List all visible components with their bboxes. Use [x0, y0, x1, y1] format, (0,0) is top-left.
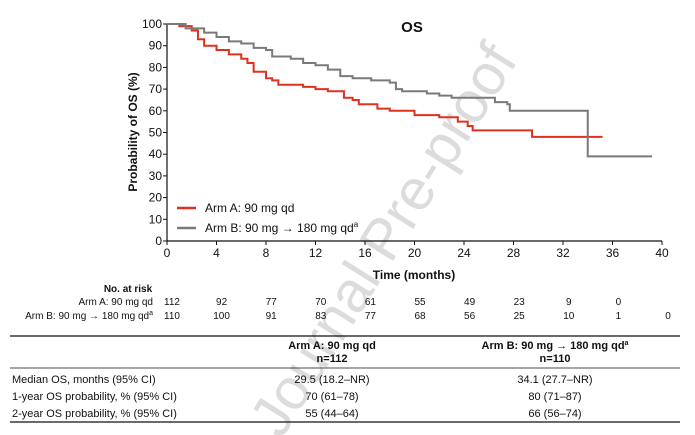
at-risk-value: 77 — [266, 297, 278, 308]
y-tick-label: 0 — [155, 234, 162, 248]
at-risk-value: 70 — [315, 297, 327, 308]
row-label: Median OS, months (95% CI) — [12, 374, 156, 386]
x-tick-label: 32 — [556, 246, 570, 260]
axes: 0 4 8 12 16 20 24 28 32 36 40 0 10 20 30 40 50 60 70 80 90 10… — [142, 17, 669, 260]
header-arm-a-n: n=112 — [317, 353, 348, 365]
at-risk-label-arm-a: Arm A: 90 mg qd — [79, 297, 153, 308]
at-risk-table: No. at risk Arm A: 90 mg qd Arm B: 90 mg… — [25, 284, 671, 322]
y-tick-label: 10 — [149, 212, 163, 226]
y-axis-label: Probability of OS (%) — [126, 72, 140, 191]
at-risk-value: 10 — [563, 311, 575, 322]
at-risk-value: 100 — [213, 311, 230, 322]
at-risk-value: 0 — [665, 311, 671, 322]
at-risk-value: 1 — [616, 311, 622, 322]
x-tick-label: 12 — [309, 246, 323, 260]
y-tick-label: 50 — [149, 126, 163, 140]
at-risk-values-arm-a: 112 92 77 70 61 55 49 23 9 0 — [164, 297, 622, 308]
at-risk-value: 68 — [414, 311, 426, 322]
at-risk-value: 25 — [514, 311, 526, 322]
legend-label-arm-b: Arm B: 90 mg → 180 mg qda — [205, 220, 359, 235]
at-risk-value: 55 — [414, 297, 426, 308]
x-tick-label: 28 — [507, 246, 521, 260]
header-arm-a: Arm A: 90 mg qd — [288, 340, 376, 352]
y-tick-label: 80 — [149, 60, 163, 74]
x-tick-label: 36 — [606, 246, 620, 260]
x-tick-label: 24 — [457, 246, 471, 260]
legend: Arm A: 90 mg qd Arm B: 90 mg → 180 mg qd… — [177, 201, 359, 235]
at-risk-value: 0 — [616, 297, 622, 308]
table-row: 1-year OS probability, % (95% CI) 70 (61… — [12, 391, 582, 403]
header-arm-b-n: n=110 — [540, 353, 571, 365]
y-tick-label: 40 — [149, 147, 163, 161]
cell-arm-a: 70 (61–78) — [305, 391, 358, 403]
y-tick-label: 100 — [142, 17, 162, 31]
table-row: Median OS, months (95% CI) 29.5 (18.2–NR… — [12, 374, 593, 386]
at-risk-value: 61 — [365, 297, 377, 308]
series-group — [167, 23, 653, 158]
at-risk-value: 56 — [464, 311, 476, 322]
at-risk-values-arm-b: 110 100 91 83 77 68 56 25 10 1 0 — [164, 311, 671, 322]
y-tick-label: 30 — [149, 169, 163, 183]
at-risk-value: 23 — [514, 297, 526, 308]
at-risk-value: 92 — [216, 297, 228, 308]
km-curve-arm-a — [167, 23, 603, 138]
cell-arm-b: 66 (56–74) — [528, 408, 581, 420]
at-risk-title: No. at risk — [104, 284, 153, 295]
legend-label-arm-a: Arm A: 90 mg qd — [205, 201, 294, 215]
x-tick-label: 8 — [263, 246, 270, 260]
x-tick-label: 4 — [213, 246, 220, 260]
y-tick-label: 70 — [149, 82, 163, 96]
x-tick-label: 16 — [358, 246, 372, 260]
at-risk-label-arm-b: Arm B: 90 mg → 180 mg qda — [25, 310, 153, 322]
at-risk-value: 83 — [315, 311, 327, 322]
row-label: 1-year OS probability, % (95% CI) — [12, 391, 177, 403]
y-tick-label: 90 — [149, 39, 163, 53]
at-risk-value: 110 — [164, 311, 180, 322]
at-risk-value: 112 — [164, 297, 180, 308]
table-row: 2-year OS probability, % (95% CI) 55 (44… — [12, 408, 582, 420]
cell-arm-a: 29.5 (18.2–NR) — [294, 374, 369, 386]
cell-arm-a: 55 (44–64) — [305, 408, 358, 420]
at-risk-value: 49 — [464, 297, 476, 308]
at-risk-value: 77 — [365, 311, 377, 322]
y-tick-label: 20 — [149, 191, 163, 205]
cell-arm-b: 34.1 (27.7–NR) — [517, 374, 592, 386]
x-axis-label: Time (months) — [373, 268, 455, 282]
header-arm-b: Arm B: 90 mg → 180 mg qda — [482, 340, 629, 352]
x-tick-label: 40 — [655, 246, 669, 260]
summary-table: Arm A: 90 mg qd n=112 Arm B: 90 mg → 180… — [10, 335, 680, 423]
chart-title: OS — [401, 19, 423, 36]
x-tick-label: 0 — [164, 246, 171, 260]
at-risk-value: 9 — [566, 297, 572, 308]
row-label: 2-year OS probability, % (95% CI) — [12, 408, 177, 420]
y-tick-label: 60 — [149, 104, 163, 118]
cell-arm-b: 80 (71–87) — [528, 391, 581, 403]
x-tick-label: 20 — [408, 246, 422, 260]
at-risk-value: 91 — [266, 311, 278, 322]
km-curve-arm-b — [167, 23, 653, 158]
